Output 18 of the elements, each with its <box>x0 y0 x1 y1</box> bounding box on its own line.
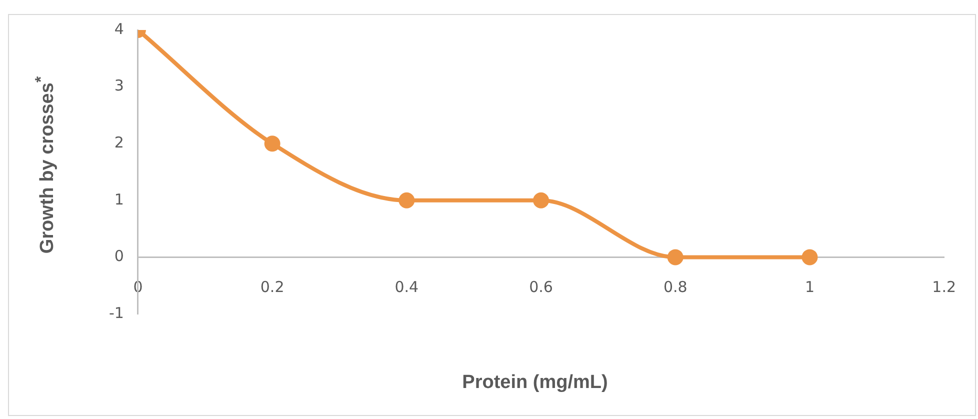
x-tick-label: 1.2 <box>932 278 956 296</box>
x-tick-label: 0.8 <box>663 278 688 296</box>
point <box>264 136 280 152</box>
y-tick-label: 4 <box>114 20 124 38</box>
point <box>398 192 415 208</box>
point <box>667 249 684 266</box>
y-tick-label: 1 <box>114 190 124 208</box>
x-tick-label: 0.6 <box>529 278 553 296</box>
y-tick-label: -1 <box>108 304 124 322</box>
x-tick-label: 1 <box>804 278 814 296</box>
x-axis-title: Protein (mg/mL) <box>462 372 608 394</box>
point <box>802 249 818 266</box>
y-tick-label: 0 <box>114 247 124 266</box>
x-tick-label: 0.4 <box>394 278 419 296</box>
x-tick-label: 0.2 <box>260 278 284 296</box>
y-tick-label: 2 <box>114 133 124 152</box>
y-tick-label: 3 <box>114 76 124 95</box>
point <box>533 192 550 208</box>
